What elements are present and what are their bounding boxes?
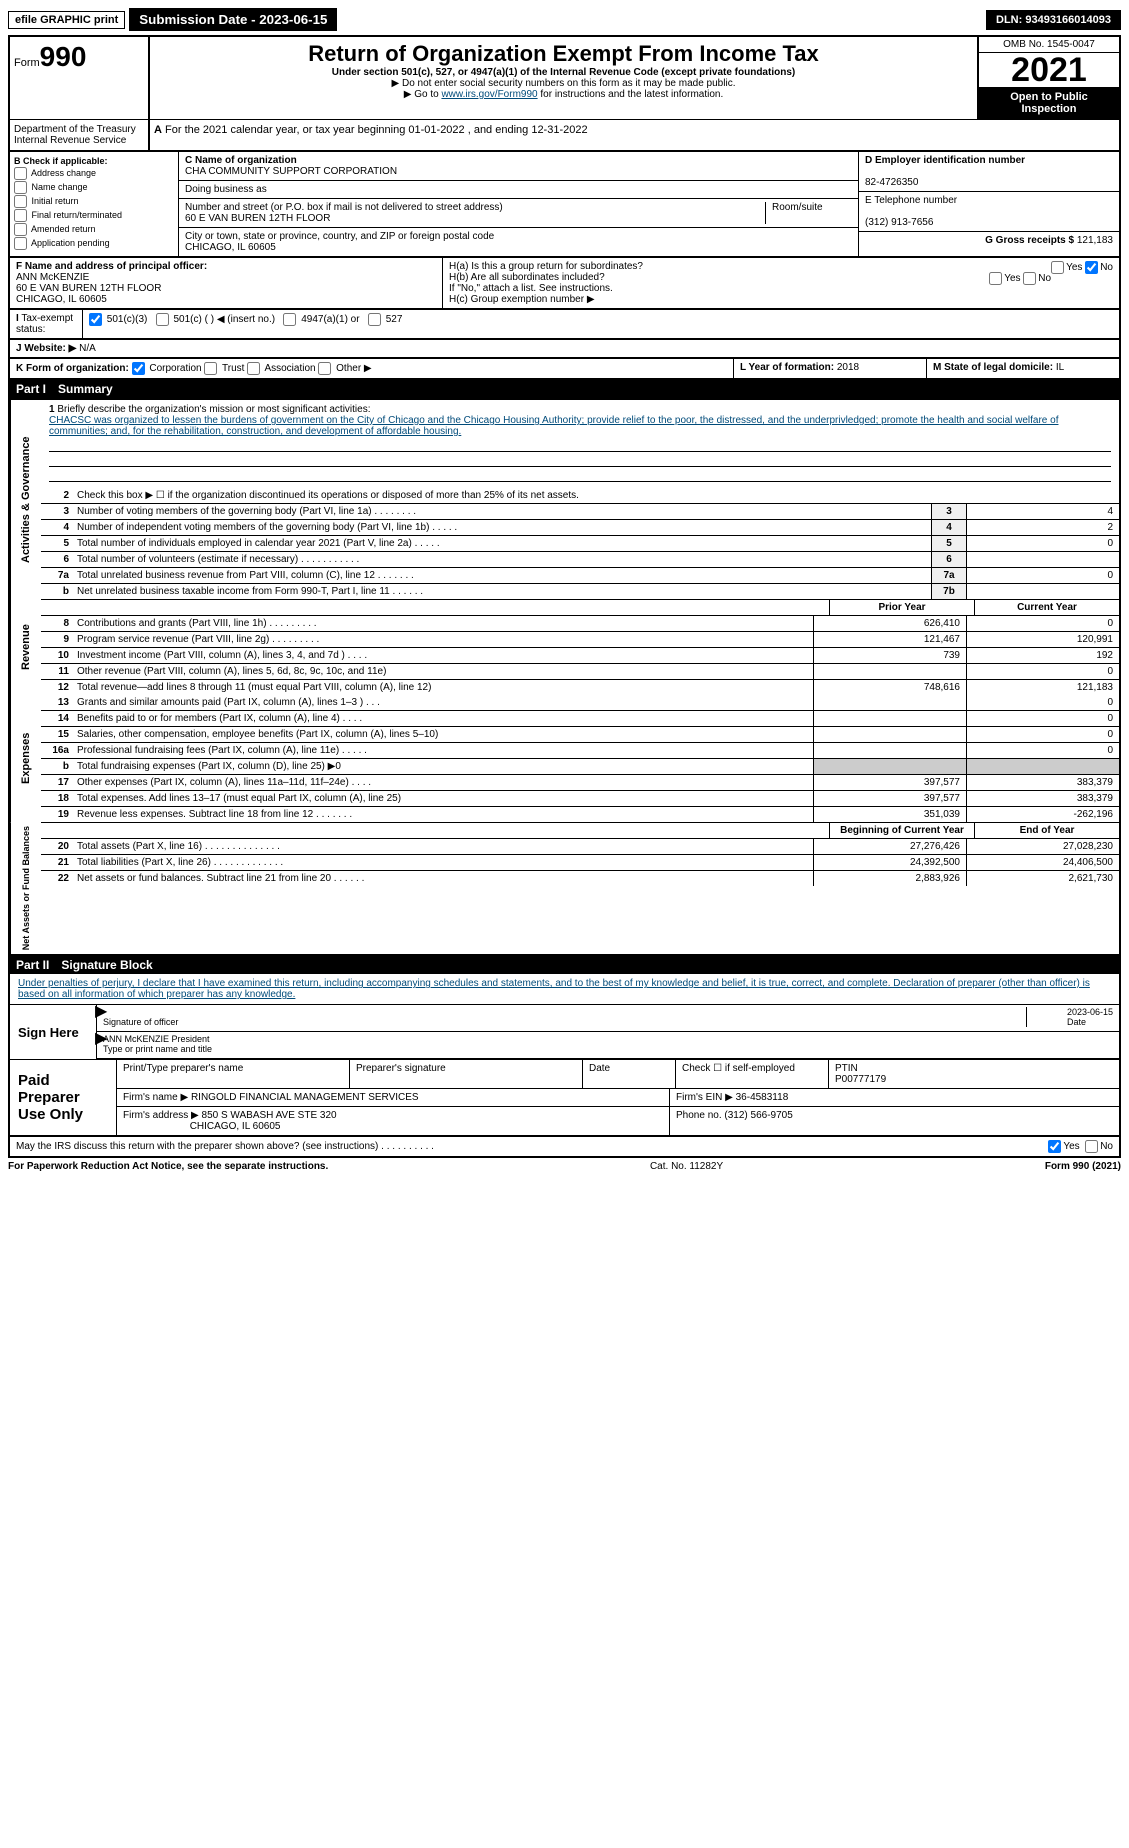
firm-name-row: Firm's name ▶ RINGOLD FINANCIAL MANAGEME… [117,1089,1119,1107]
tab-net-assets: Net Assets or Fund Balances [10,822,41,954]
h-a-yes[interactable] [1051,261,1064,274]
line-12: 12Total revenue—add lines 8 through 11 (… [41,680,1119,695]
header-right-box: OMB No. 1545-0047 2021 Open to Public In… [977,37,1119,119]
tab-expenses: Expenses [10,695,41,822]
tax-year: 2021 [979,53,1119,87]
line-21: 21Total liabilities (Part X, line 26) . … [41,855,1119,871]
line-20: 20Total assets (Part X, line 16) . . . .… [41,839,1119,855]
line-18: 18Total expenses. Add lines 13–17 (must … [41,791,1119,807]
chk-initial-return[interactable]: Initial return [14,195,174,208]
signature-line: ▶ 2023-06-15Date Signature of officer [97,1005,1119,1032]
line-11: 11Other revenue (Part VIII, column (A), … [41,664,1119,680]
box-e-phone: E Telephone number(312) 913-7656 [859,192,1119,232]
sign-here-label: Sign Here [10,1005,97,1059]
firm-address-row: Firm's address ▶ 850 S WABASH AVE STE 32… [117,1107,1119,1135]
submission-date-button[interactable]: Submission Date - 2023-06-15 [129,8,337,31]
chk-527[interactable] [368,313,381,326]
line-3: 3Number of voting members of the governi… [41,504,1119,520]
preparer-header-row: Print/Type preparer's namePreparer's sig… [117,1060,1119,1089]
line-15: 15Salaries, other compensation, employee… [41,727,1119,743]
chk-trust[interactable] [204,362,217,375]
discuss-no[interactable] [1085,1140,1098,1153]
line-6: 6Total number of volunteers (estimate if… [41,552,1119,568]
line-22: 22Net assets or fund balances. Subtract … [41,871,1119,886]
part-2-header: Part IISignature Block [8,956,1121,974]
form-word: Form [14,57,40,69]
box-k-form-org: K Form of organization: Corporation Trus… [10,359,734,378]
line-b: bNet unrelated business taxable income f… [41,584,1119,599]
period-a: A For the 2021 calendar year, or tax yea… [150,120,1119,150]
dept-treasury: Department of the TreasuryInternal Reven… [10,120,150,150]
form-id-box: Form990 [10,37,150,119]
line-17: 17Other expenses (Part IX, column (A), l… [41,775,1119,791]
chk-final-return[interactable]: Final return/terminated [14,209,174,222]
box-c-city: City or town, state or province, country… [179,228,858,256]
part-1-header: Part ISummary [8,380,1121,398]
box-l-year: L Year of formation: 2018 [734,359,927,378]
box-b-header: B Check if applicable: [14,156,108,166]
name-title-line: ▶ANN McKENZIE PresidentType or print nam… [97,1032,1119,1059]
header-title-box: Return of Organization Exempt From Incom… [150,37,977,119]
line-10: 10Investment income (Part VIII, column (… [41,648,1119,664]
line-14: 14Benefits paid to or for members (Part … [41,711,1119,727]
header-note-1: ▶ Do not enter social security numbers o… [154,78,973,89]
chk-other[interactable] [318,362,331,375]
h-a-no[interactable] [1085,261,1098,274]
box-h: H(a) Is this a group return for subordin… [443,258,1119,308]
discuss-yes[interactable] [1048,1140,1061,1153]
box-b: B Check if applicable: Address change Na… [10,152,179,256]
box-m-state: M State of legal domicile: IL [927,359,1119,378]
line-1-mission: 1 Briefly describe the organization's mi… [41,400,1119,488]
form-number: 990 [40,41,87,72]
line-8: 8Contributions and grants (Part VIII, li… [41,616,1119,632]
tab-governance: Activities & Governance [10,400,41,599]
paid-preparer-label: Paid Preparer Use Only [10,1060,117,1135]
chk-name-change[interactable]: Name change [14,181,174,194]
line-5: 5Total number of individuals employed in… [41,536,1119,552]
box-i-opts: 501(c)(3) 501(c) ( ) ◀ (insert no.) 4947… [83,310,1119,338]
box-g-gross: G Gross receipts $ 121,183 [859,232,1119,249]
box-c-dba: Doing business as [179,181,858,199]
footer-line: For Paperwork Reduction Act Notice, see … [8,1158,1121,1175]
box-c-name: C Name of organizationCHA COMMUNITY SUPP… [179,152,858,181]
box-f-officer: F Name and address of principal officer:… [10,258,443,308]
line-9: 9Program service revenue (Part VIII, lin… [41,632,1119,648]
h-b-yes[interactable] [989,272,1002,285]
chk-501c[interactable] [156,313,169,326]
col-headers-2: Beginning of Current YearEnd of Year [41,822,1119,839]
line-16a: 16aProfessional fundraising fees (Part I… [41,743,1119,759]
open-public-badge: Open to Public Inspection [979,87,1119,119]
chk-association[interactable] [247,362,260,375]
dln-badge: DLN: 93493166014093 [986,10,1121,30]
line-19: 19Revenue less expenses. Subtract line 1… [41,807,1119,822]
page-title: Return of Organization Exempt From Incom… [154,41,973,67]
box-i-label: I Tax-exempt status: [10,310,83,338]
chk-4947[interactable] [283,313,296,326]
col-headers-1: Prior YearCurrent Year [41,599,1119,616]
chk-corporation[interactable] [132,362,145,375]
signature-intro: Under penalties of perjury, I declare th… [10,974,1119,1005]
line-2: Check this box ▶ ☐ if the organization d… [73,488,1119,503]
chk-address-change[interactable]: Address change [14,167,174,180]
chk-501c3[interactable] [89,313,102,326]
tab-revenue: Revenue [10,599,41,695]
header-subtitle: Under section 501(c), 527, or 4947(a)(1)… [154,67,973,78]
mission-text[interactable]: CHACSC was organized to lessen the burde… [49,415,1059,437]
line-b: bTotal fundraising expenses (Part IX, co… [41,759,1119,775]
line-4: 4Number of independent voting members of… [41,520,1119,536]
line-13: 13Grants and similar amounts paid (Part … [41,695,1119,711]
irs-link[interactable]: www.irs.gov/Form990 [441,89,537,100]
line-7a: 7aTotal unrelated business revenue from … [41,568,1119,584]
header-note-2: ▶ Go to www.irs.gov/Form990 for instruct… [154,89,973,100]
h-b-no[interactable] [1023,272,1036,285]
chk-amended-return[interactable]: Amended return [14,223,174,236]
box-c-street: Number and street (or P.O. box if mail i… [179,199,858,228]
irs-discuss-row: May the IRS discuss this return with the… [8,1137,1121,1158]
chk-application-pending[interactable]: Application pending [14,237,174,250]
efile-badge: efile GRAPHIC print [8,11,125,29]
box-d-ein: D Employer identification number82-47263… [859,152,1119,192]
box-j-website: J Website: ▶ N/A [10,340,1119,357]
